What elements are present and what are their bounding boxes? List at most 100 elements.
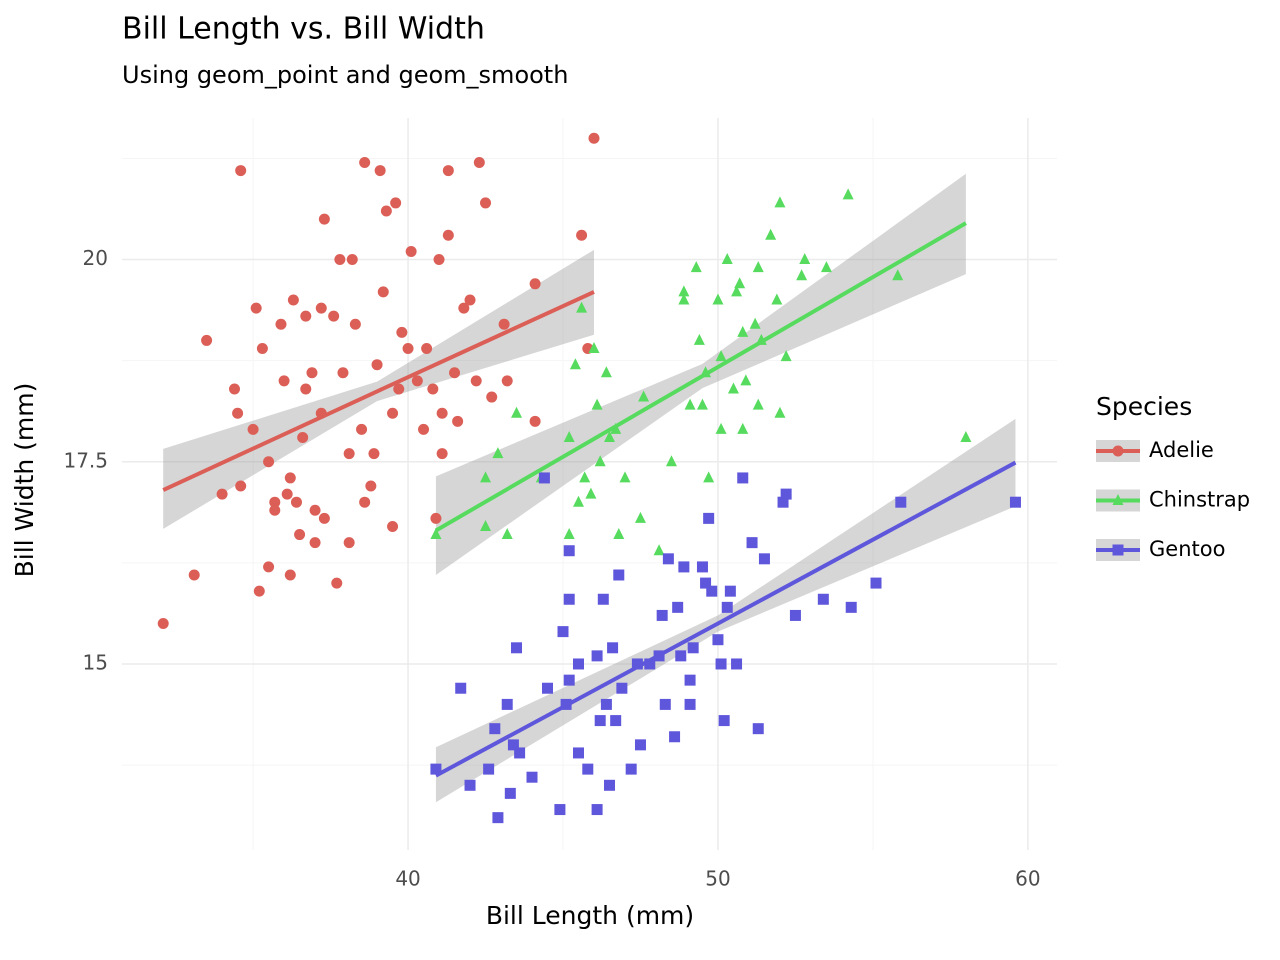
point xyxy=(371,359,383,371)
legend-label: Chinstrap xyxy=(1149,488,1250,512)
point xyxy=(749,317,761,329)
point xyxy=(715,350,727,362)
point xyxy=(752,398,764,410)
point xyxy=(442,165,454,177)
point xyxy=(201,334,213,346)
point xyxy=(511,406,523,418)
point xyxy=(563,528,575,540)
point xyxy=(492,812,504,824)
point xyxy=(690,261,702,273)
point xyxy=(703,471,715,483)
point xyxy=(387,520,399,532)
point xyxy=(514,747,526,759)
point xyxy=(253,585,265,597)
point xyxy=(870,577,882,589)
point xyxy=(616,682,628,694)
point xyxy=(464,294,476,306)
point xyxy=(315,302,327,314)
point xyxy=(1009,496,1021,508)
point xyxy=(740,374,752,386)
point xyxy=(300,310,312,322)
point xyxy=(634,511,646,523)
point xyxy=(796,269,808,281)
point xyxy=(216,488,228,500)
point xyxy=(492,447,504,459)
point xyxy=(678,285,690,297)
point xyxy=(232,407,244,419)
point xyxy=(817,593,829,605)
point xyxy=(734,277,746,289)
point xyxy=(290,496,302,508)
point xyxy=(687,642,699,654)
point xyxy=(318,512,330,524)
point xyxy=(675,650,687,662)
point xyxy=(247,423,259,435)
point xyxy=(452,415,464,427)
point xyxy=(470,375,482,387)
point xyxy=(594,715,606,727)
point xyxy=(678,561,690,573)
point xyxy=(263,561,275,573)
point xyxy=(433,254,445,266)
point xyxy=(607,642,619,654)
point xyxy=(721,601,733,613)
point xyxy=(613,528,625,540)
point xyxy=(656,609,668,621)
point xyxy=(842,188,854,200)
point xyxy=(684,398,696,410)
point xyxy=(563,545,575,557)
point xyxy=(718,715,730,727)
point xyxy=(346,254,358,266)
point xyxy=(306,367,318,379)
point xyxy=(752,261,764,273)
point xyxy=(765,228,777,240)
point xyxy=(374,165,386,177)
smooth-line xyxy=(434,460,1017,778)
point xyxy=(455,682,467,694)
point xyxy=(287,294,299,306)
point xyxy=(758,553,770,565)
point xyxy=(774,196,786,208)
point xyxy=(489,723,501,735)
point xyxy=(684,674,696,686)
point xyxy=(356,423,368,435)
legend-label: Adelie xyxy=(1149,438,1214,462)
point xyxy=(669,731,681,743)
point xyxy=(458,302,470,314)
point xyxy=(542,682,554,694)
point xyxy=(727,382,739,394)
point xyxy=(721,253,733,265)
point xyxy=(157,618,169,630)
point xyxy=(411,375,423,387)
point xyxy=(572,495,584,507)
point xyxy=(715,658,727,670)
point xyxy=(737,472,749,484)
point xyxy=(703,512,715,524)
point xyxy=(235,165,247,177)
point xyxy=(665,455,677,467)
point xyxy=(281,488,293,500)
point xyxy=(572,747,584,759)
point xyxy=(569,358,581,370)
point xyxy=(777,496,789,508)
point xyxy=(845,601,857,613)
point xyxy=(684,698,696,710)
point xyxy=(706,585,718,597)
point xyxy=(380,205,392,217)
legend-title: Species xyxy=(1096,392,1192,421)
point xyxy=(402,343,414,355)
point xyxy=(269,496,281,508)
point xyxy=(480,471,492,483)
point xyxy=(436,448,448,460)
point xyxy=(349,318,361,330)
point xyxy=(892,269,904,281)
point xyxy=(563,430,575,442)
point xyxy=(334,254,346,266)
point xyxy=(631,658,643,670)
point xyxy=(337,367,349,379)
point xyxy=(659,698,671,710)
point xyxy=(486,391,498,403)
point xyxy=(960,430,972,442)
point xyxy=(715,422,727,434)
